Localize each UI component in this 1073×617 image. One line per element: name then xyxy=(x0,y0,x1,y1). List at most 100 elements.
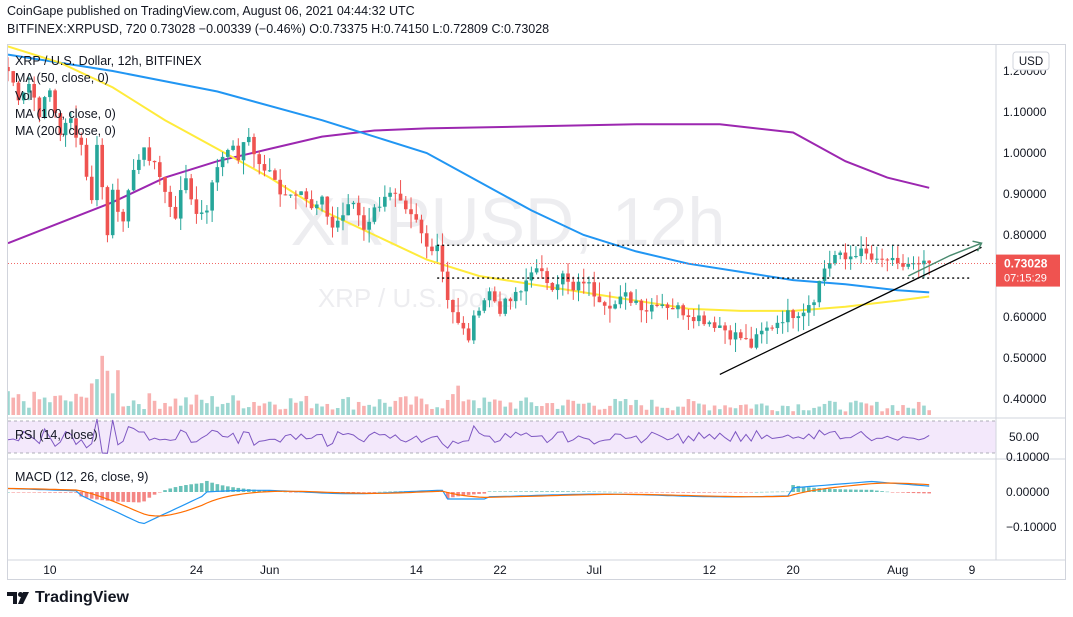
legend-ma200: MA (200, close, 0) xyxy=(15,124,116,138)
candle xyxy=(100,138,105,200)
macd-histogram-bar xyxy=(519,491,523,492)
volume-bar xyxy=(21,401,26,415)
volume-bar xyxy=(95,379,99,415)
volume-bar xyxy=(895,410,900,415)
macd-histogram-bar xyxy=(513,491,518,492)
candle xyxy=(686,309,691,330)
volume-bar xyxy=(79,396,84,415)
volume-bar xyxy=(875,401,879,415)
candle xyxy=(864,237,869,260)
ma100-line xyxy=(8,53,930,294)
volume-bar xyxy=(540,406,544,415)
macd-tick-label: −0.10000 xyxy=(1006,520,1057,534)
candle-body xyxy=(435,245,439,252)
candle-body xyxy=(702,315,706,325)
volume-bar xyxy=(424,404,429,415)
candle xyxy=(246,128,251,146)
candle xyxy=(440,233,445,283)
volume-bar xyxy=(330,409,335,415)
volume-bar xyxy=(639,405,644,415)
macd-histogram-bar xyxy=(901,492,905,493)
candle-body xyxy=(843,252,848,260)
candle xyxy=(27,76,31,101)
macd-histogram-bar xyxy=(895,492,900,493)
candle-body xyxy=(906,263,911,267)
macd-histogram-bar xyxy=(220,485,225,492)
candle xyxy=(555,275,560,300)
candle-body xyxy=(901,263,905,267)
candle-body xyxy=(461,322,466,329)
volume-bar xyxy=(388,406,392,415)
candle xyxy=(754,328,759,350)
candle-body xyxy=(283,194,288,196)
macd-histogram-bar xyxy=(215,484,220,492)
candle-body xyxy=(262,164,267,171)
candle-body xyxy=(875,258,879,260)
price-tick-label: 0.50000 xyxy=(1003,351,1047,365)
time-tick-label: Aug xyxy=(887,563,908,577)
volume-bar xyxy=(869,405,874,415)
candle-body xyxy=(691,317,696,322)
macd-histogram-bar xyxy=(702,492,706,493)
volume-bar xyxy=(916,401,921,415)
candle-body xyxy=(602,302,607,306)
candle xyxy=(895,246,900,270)
candle xyxy=(665,302,670,320)
volume-bar xyxy=(309,408,314,415)
macd-histogram-bar xyxy=(388,491,392,493)
volume-bar xyxy=(451,394,455,415)
candle-body xyxy=(676,305,680,310)
volume-bar xyxy=(351,409,356,415)
price-chart[interactable]: XRPUSD, 12h XRP / U.S. Dollar 1.200001.1… xyxy=(8,45,1066,580)
candle-body xyxy=(131,169,136,191)
close-value: C:0.73028 xyxy=(491,22,550,36)
candle-body xyxy=(780,322,785,324)
macd-histogram-bar xyxy=(581,491,586,492)
macd-histogram-bar xyxy=(540,491,544,492)
candle-body xyxy=(304,191,309,200)
chart-frame[interactable]: XRPUSD, 12h XRP / U.S. Dollar 1.20000 1.1… xyxy=(7,44,1066,580)
candle xyxy=(168,185,173,218)
volume-bar xyxy=(215,406,220,415)
candle-body xyxy=(472,315,476,341)
candle-body xyxy=(273,170,277,180)
candle xyxy=(587,276,591,296)
candle-body xyxy=(492,291,497,302)
candle xyxy=(759,322,764,344)
macd-histogram-bar xyxy=(681,492,685,493)
candle xyxy=(424,225,429,259)
volume-bar xyxy=(142,409,146,415)
volume-bar xyxy=(780,405,785,415)
volume-bar xyxy=(8,391,10,415)
macd-histogram-bar xyxy=(738,492,743,493)
candle-body xyxy=(320,196,324,205)
candle-body xyxy=(592,282,597,297)
rsi-label: RSI (14, close) xyxy=(15,428,98,442)
candle-body xyxy=(89,176,94,201)
candle xyxy=(84,138,89,181)
candle xyxy=(199,200,204,220)
candle xyxy=(529,266,534,288)
candle xyxy=(691,309,696,329)
volume-bar xyxy=(665,407,670,415)
volume-bar xyxy=(84,397,89,415)
candle xyxy=(513,287,518,309)
macd-histogram-bar xyxy=(602,491,607,493)
macd-histogram-bar xyxy=(69,492,73,493)
tradingview-logo[interactable]: TradingView xyxy=(7,589,129,607)
macd-histogram-bar xyxy=(864,489,869,492)
macd-histogram-bar xyxy=(786,491,790,493)
candle-body xyxy=(477,310,481,316)
currency-badge[interactable]: USD xyxy=(1012,51,1050,71)
candle xyxy=(42,95,47,120)
candle-body xyxy=(634,300,638,303)
volume-bar xyxy=(655,406,659,415)
candle-body xyxy=(220,156,225,168)
macd-histogram-bar xyxy=(362,492,366,493)
candle xyxy=(315,200,319,215)
candle xyxy=(639,298,644,323)
candle xyxy=(728,325,733,346)
candle xyxy=(95,136,99,207)
macd-histogram-bar xyxy=(529,491,534,492)
volume-bar xyxy=(906,407,911,415)
